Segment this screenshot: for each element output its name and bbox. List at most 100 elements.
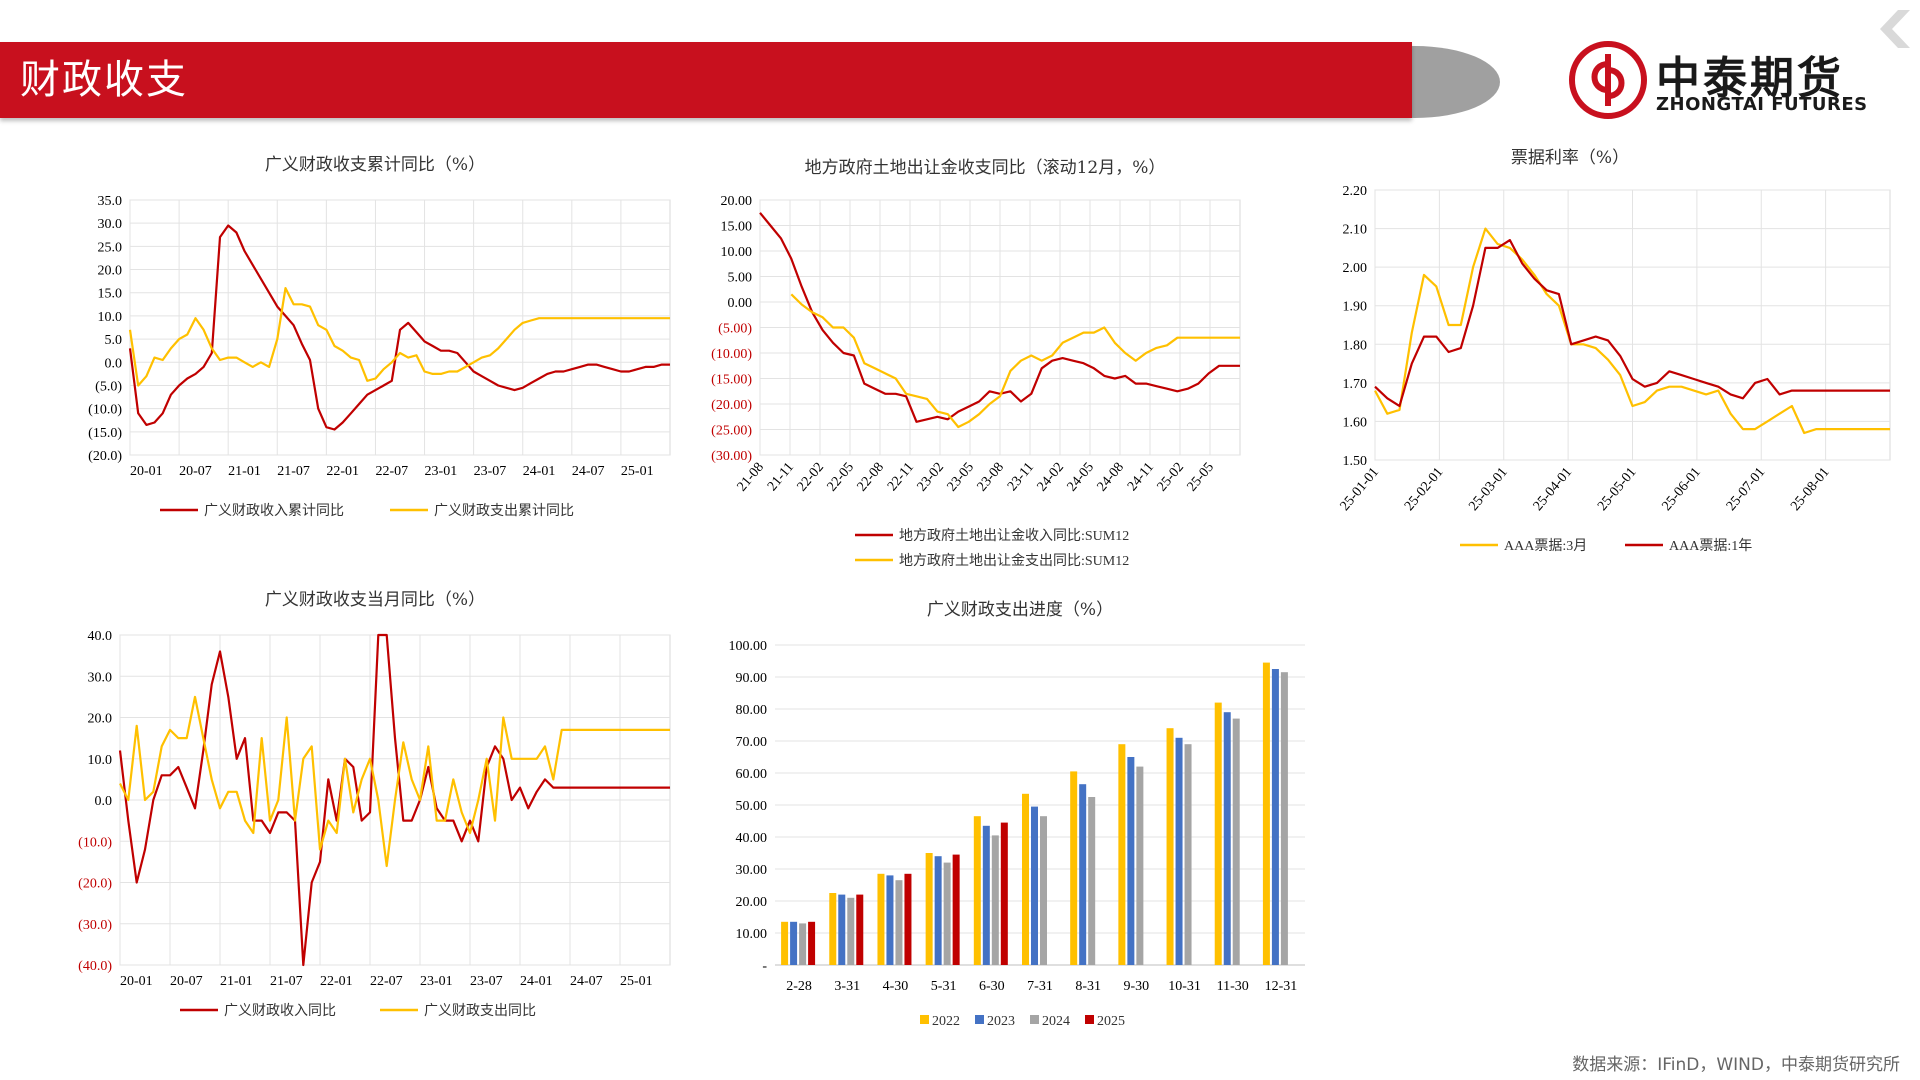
series-line-2: [128, 287, 670, 387]
x-tick-label: 25-02-01: [1402, 465, 1446, 514]
x-tick-label: 3-31: [834, 979, 860, 994]
y-tick-label: 100.00: [729, 639, 768, 654]
legend-label: AAA票据:3月: [1504, 538, 1587, 554]
x-tick-label: 25-01: [621, 464, 654, 479]
logo-chinese-name: 中泰期货: [1656, 53, 1844, 104]
bar-2025: [904, 873, 912, 965]
legend-swatch: [975, 1015, 984, 1024]
x-tick-label: 23-02: [915, 460, 947, 495]
legend-label: 2025: [1097, 1014, 1125, 1029]
x-tick-label: 22-08: [855, 460, 887, 495]
x-tick-label: 2-28: [786, 979, 812, 994]
series-line-1: [1374, 227, 1890, 435]
bar-2023: [1127, 757, 1135, 965]
bar-2024: [1136, 766, 1144, 965]
y-tick-label: 0.00: [728, 296, 753, 311]
y-tick-label: 10.00: [736, 927, 768, 942]
x-tick-label: 10-31: [1168, 979, 1201, 994]
legend-swatch: [920, 1015, 929, 1024]
bar-2024: [1184, 744, 1192, 965]
x-tick-label: 25-08-01: [1788, 465, 1832, 514]
bar-2022: [829, 893, 837, 965]
y-tick-label: 20.00: [736, 895, 768, 910]
y-tick-label: 0.0: [95, 794, 113, 809]
legend-label: 广义财政收入同比: [224, 1003, 336, 1019]
legend-label: 2022: [932, 1014, 960, 1029]
bar-2025: [808, 921, 816, 965]
bar-2024: [1040, 816, 1047, 965]
y-tick-label: 20.0: [88, 712, 113, 727]
x-tick-label: 22-07: [370, 974, 403, 989]
legend-label: 2023: [987, 1014, 1015, 1029]
x-tick-label: 21-11: [765, 460, 797, 494]
y-tick-label: 10.0: [88, 753, 113, 768]
y-tick-label: 0.0: [105, 356, 123, 371]
y-tick-label: 30.0: [98, 217, 123, 232]
y-tick-label: (5.00): [718, 322, 752, 337]
series-line-2: [790, 293, 1240, 429]
x-tick-label: 21-01: [220, 974, 253, 989]
plot-frame: [129, 199, 671, 456]
x-tick-label: 25-02: [1155, 460, 1187, 495]
y-tick-label: 1.60: [1343, 415, 1368, 430]
series-line-2: [119, 695, 670, 868]
bar-2023: [1079, 784, 1087, 965]
bar-2022: [1262, 662, 1270, 965]
legend-swatch: [1030, 1015, 1039, 1024]
y-tick-label: 40.00: [736, 831, 768, 846]
x-tick-label: 6-30: [979, 979, 1005, 994]
x-tick-label: 21-01: [228, 464, 261, 479]
logo-english-name: ZHONGTAI FUTURES: [1656, 94, 1868, 115]
bar-2024: [895, 880, 903, 965]
bar-2022: [877, 873, 885, 965]
bar-2022: [1070, 771, 1078, 965]
y-tick-label: 5.00: [728, 271, 753, 286]
legend-label: 地方政府土地出让金支出同比:SUM12: [899, 553, 1129, 569]
y-tick-label: 70.00: [736, 735, 768, 750]
bar-2023: [1271, 669, 1279, 965]
y-tick-label: (10.0): [78, 835, 112, 850]
y-tick-label: 20.00: [721, 194, 753, 209]
series-line-2: [1374, 239, 1890, 408]
y-tick-label: 30.00: [736, 863, 768, 878]
x-tick-label: 20-01: [120, 974, 153, 989]
bar-2023: [982, 825, 990, 965]
y-tick-label: 1.70: [1343, 377, 1368, 392]
bar-2023: [1175, 737, 1183, 965]
x-tick-label: 22-01: [320, 974, 353, 989]
y-tick-label: (40.0): [78, 959, 112, 974]
chart4-title: 广义财政收支当月同比（%）: [264, 590, 486, 610]
y-tick-label: 10.0: [98, 310, 123, 325]
bar-2025: [856, 894, 864, 965]
bar-2023: [934, 856, 942, 965]
chart5-title: 广义财政支出进度（%）: [926, 600, 1114, 620]
y-tick-label: 5.0: [105, 333, 123, 348]
x-tick-label: 24-08: [1095, 460, 1127, 495]
y-tick-label: 30.0: [88, 670, 113, 685]
x-tick-label: 25-03-01: [1466, 465, 1510, 514]
x-tick-label: 23-08: [975, 460, 1007, 495]
chart3-title: 票据利率（%）: [1510, 148, 1630, 168]
bar-2022: [1022, 793, 1029, 965]
y-tick-label: 1.50: [1343, 454, 1368, 469]
y-tick-label: 20.0: [98, 264, 123, 279]
corner-chevron-icon: [1880, 10, 1910, 48]
y-tick-label: (15.0): [88, 426, 122, 441]
y-tick-label: -: [762, 959, 767, 974]
y-tick-label: (10.00): [711, 347, 752, 362]
x-tick-label: 11-30: [1217, 979, 1249, 994]
bar-2022: [1118, 744, 1126, 965]
header-bar: 财政收支: [0, 42, 1412, 118]
y-tick-label: 15.00: [721, 220, 753, 235]
x-tick-label: 22-07: [375, 464, 408, 479]
x-tick-label: 4-30: [883, 979, 909, 994]
series-line-1: [128, 224, 670, 431]
x-tick-label: 25-05-01: [1595, 465, 1639, 514]
y-tick-label: 40.0: [88, 629, 113, 644]
bar-2024: [943, 862, 951, 965]
data-source-note: 数据来源：IFinD，WIND，中泰期货研究所: [1572, 1055, 1900, 1075]
bar-2023: [1223, 712, 1231, 965]
y-tick-label: 2.10: [1343, 223, 1368, 238]
x-tick-label: 21-07: [270, 974, 303, 989]
x-tick-label: 23-07: [470, 974, 503, 989]
